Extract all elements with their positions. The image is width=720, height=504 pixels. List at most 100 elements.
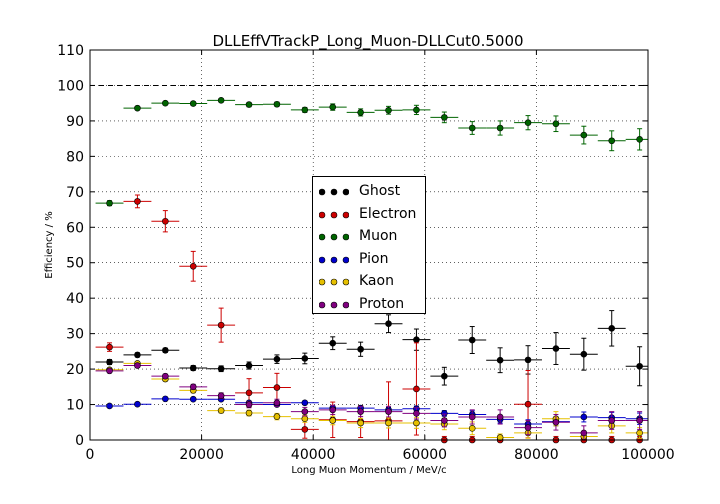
legend-marker — [319, 233, 349, 241]
muon-point — [357, 109, 364, 116]
ghost-point — [441, 372, 448, 380]
proton-point — [468, 413, 476, 421]
proton-point — [552, 418, 560, 426]
legend-marker-dot — [319, 301, 326, 308]
series-kaon — [95, 360, 648, 441]
proton-point — [217, 392, 225, 399]
y-tick-label: 60 — [66, 220, 84, 236]
legend-marker-dot — [319, 278, 326, 286]
ghost-point — [636, 362, 643, 370]
plot-frame — [89, 49, 649, 441]
muon-point — [441, 114, 448, 121]
series-proton — [95, 362, 648, 441]
legend-marker-dot — [342, 233, 349, 241]
electron-point — [273, 384, 281, 391]
ghost-point — [608, 325, 616, 332]
y-tick-label: 90 — [66, 114, 84, 130]
ghost-point — [524, 356, 532, 364]
ghost-point — [385, 320, 392, 328]
legend-marker — [319, 188, 349, 196]
muon-point — [608, 137, 616, 145]
ghost-point — [134, 351, 141, 359]
muon-point — [245, 101, 253, 108]
y-tick-label: 40 — [66, 291, 84, 307]
proton-point — [441, 417, 448, 424]
proton-point — [134, 362, 141, 369]
legend-marker-dot — [342, 211, 349, 218]
kaon-point — [413, 419, 420, 427]
ghost-point — [162, 346, 169, 354]
muon-point — [217, 97, 225, 104]
series-muon — [95, 97, 648, 207]
muon-point — [496, 124, 504, 132]
kaon-point — [329, 417, 337, 424]
legend-marker-dot — [330, 301, 338, 308]
ghost-point — [552, 345, 560, 352]
grid-lines — [90, 50, 648, 440]
legend-marker-dot — [342, 301, 349, 308]
muon-point — [329, 103, 337, 111]
proton-point — [329, 406, 337, 414]
electron-point — [134, 198, 141, 205]
ghost-point — [357, 345, 364, 353]
legend-item-pion: Pion — [313, 249, 425, 271]
legend-label: Pion — [359, 250, 389, 267]
kaon-point — [385, 419, 392, 427]
legend-label: Proton — [359, 295, 405, 312]
proton-point — [580, 429, 588, 437]
x-tick-label: 40000 — [291, 447, 336, 463]
x-tick-label: 20000 — [179, 447, 224, 463]
muon-point — [134, 104, 141, 112]
y-tick-label: 50 — [66, 256, 84, 272]
proton-point — [245, 401, 253, 408]
proton-point — [273, 399, 281, 407]
legend-marker-dot — [330, 211, 338, 218]
muon-point — [106, 199, 113, 207]
electron-point — [106, 343, 113, 351]
muon-point — [413, 106, 420, 114]
legend-marker — [319, 278, 349, 286]
kaon-point — [245, 409, 253, 417]
ghost-point — [106, 358, 113, 366]
muon-point — [580, 131, 588, 139]
y-tick-label: 70 — [66, 185, 84, 201]
y-tick-label: 20 — [66, 362, 84, 378]
proton-point — [608, 417, 616, 424]
ghost-point — [468, 336, 476, 344]
chart-title: DLLEffVTrackP_Long_Muon-DLLCut0.5000 — [212, 32, 523, 51]
electron-point — [301, 426, 309, 433]
legend-item-proton: Proton — [313, 294, 425, 316]
kaon-point — [357, 419, 364, 427]
legend-item-ghost: Ghost — [313, 181, 425, 203]
muon-point — [385, 106, 392, 114]
legend: Ghost Electron Muon Pion Kaon Proton — [312, 176, 426, 314]
ghost-point — [413, 336, 420, 343]
ghost-point — [189, 364, 197, 372]
proton-point — [189, 383, 197, 391]
proton-point — [636, 417, 643, 424]
legend-marker-dot — [330, 188, 338, 196]
pion-point — [580, 413, 588, 421]
ghost-point — [301, 355, 309, 362]
x-tick-label: 80000 — [514, 447, 559, 463]
proton-point — [357, 408, 364, 415]
pion-point — [106, 402, 113, 410]
legend-marker-dot — [319, 233, 326, 241]
ghost-point — [580, 350, 588, 358]
x-tick-label: 100000 — [621, 447, 674, 463]
muon-point — [189, 100, 197, 107]
legend-marker-dot — [330, 278, 338, 286]
y-axis-label: Efficiency / % — [44, 211, 55, 278]
x-tick-label: 0 — [86, 447, 95, 463]
kaon-point — [273, 413, 281, 420]
pion-point — [134, 400, 141, 408]
proton-point — [496, 413, 504, 421]
muon-point — [273, 100, 281, 108]
proton-point — [301, 408, 309, 415]
legend-marker-dot — [330, 233, 338, 241]
muon-point — [301, 106, 309, 114]
y-tick-label: 110 — [57, 43, 84, 59]
pion-point — [162, 395, 169, 403]
proton-point — [162, 372, 169, 380]
